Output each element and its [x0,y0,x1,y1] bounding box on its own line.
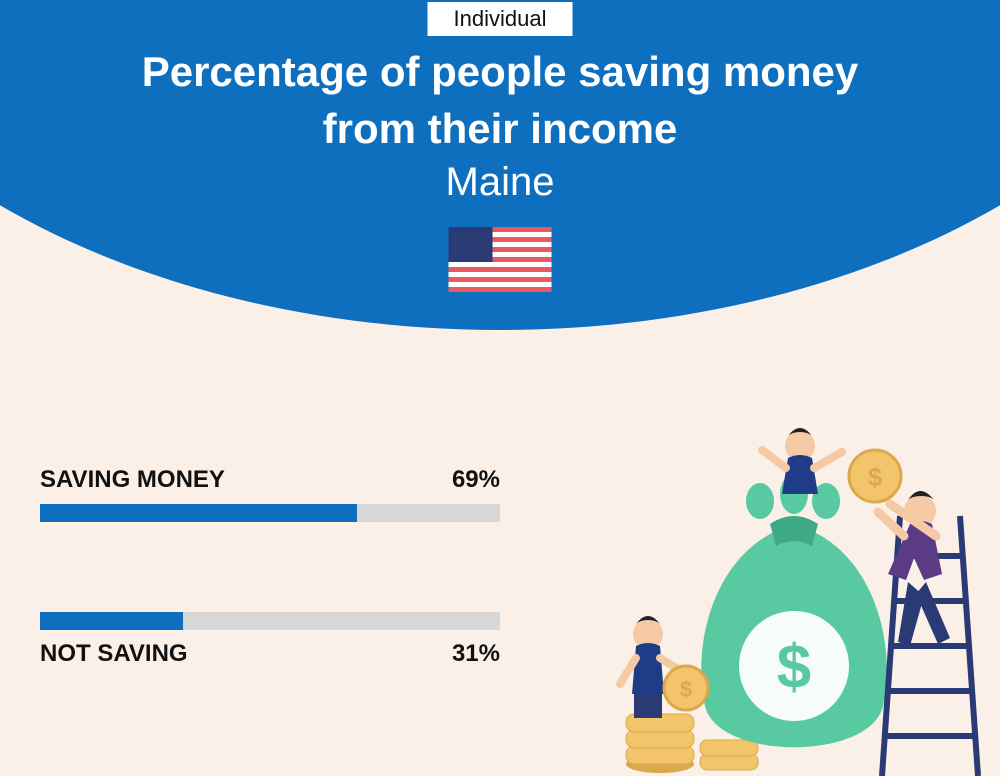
svg-text:$: $ [680,677,692,702]
bar-track [40,504,500,522]
bar-fill [40,612,183,630]
svg-text:$: $ [868,462,883,492]
bar-fill [40,504,357,522]
bar-chart: SAVING MONEY 69% NOT SAVING 31% [40,466,500,758]
page-subtitle: Maine [0,160,1000,205]
bar-label: SAVING MONEY [40,466,225,494]
page-title: Percentage of people saving money from t… [0,44,1000,157]
title-line-1: Percentage of people saving money [142,48,859,95]
bar-label: NOT SAVING [40,640,188,668]
bar-value: 69% [452,466,500,494]
savings-illustration: $ $ [590,416,990,776]
bar-value: 31% [452,640,500,668]
bar-not-saving: NOT SAVING 31% [40,612,500,668]
svg-text:$: $ [777,633,811,702]
person-left-icon: $ [620,616,708,718]
money-bag-icon: $ [701,474,887,747]
bar-track [40,612,500,630]
category-badge: Individual [428,2,573,36]
title-line-2: from their income [323,105,678,152]
us-flag-icon [449,227,552,292]
bar-saving: SAVING MONEY 69% [40,466,500,522]
infographic-canvas: Individual Percentage of people saving m… [0,0,1000,776]
